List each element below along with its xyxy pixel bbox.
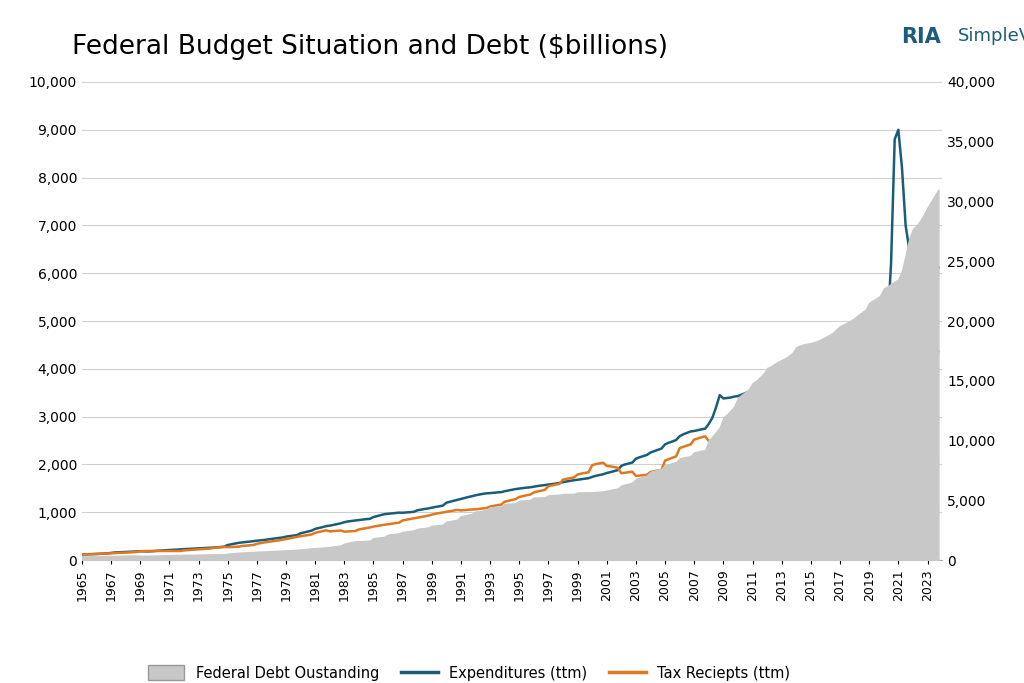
Text: SimpleVisor: SimpleVisor [957,27,1024,45]
Text: Federal Budget Situation and Debt ($billions): Federal Budget Situation and Debt ($bill… [72,34,668,60]
Legend: Federal Debt Oustanding, Expenditures (ttm), Tax Reciepts (ttm): Federal Debt Oustanding, Expenditures (t… [142,660,796,683]
Text: RIA: RIA [901,27,941,47]
